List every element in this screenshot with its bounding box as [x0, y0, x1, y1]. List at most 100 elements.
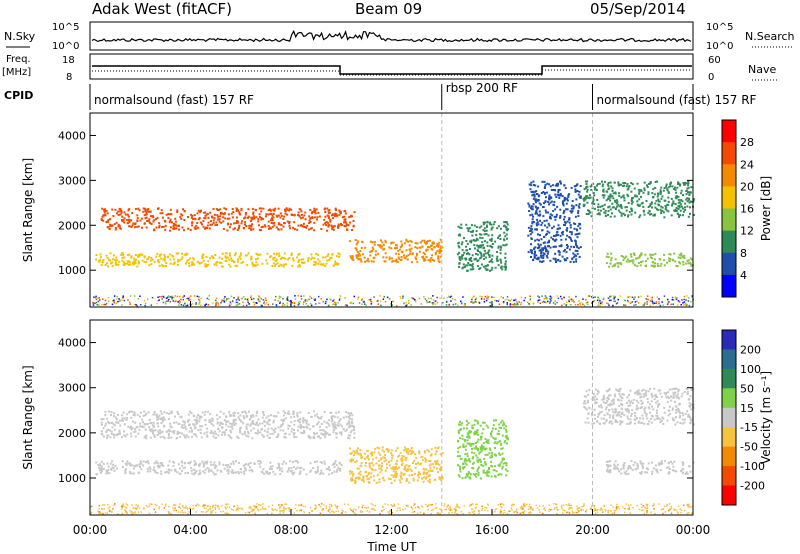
- nsky-trace: [91, 29, 692, 43]
- y-axis-label: Slant Range [km]: [21, 158, 35, 262]
- nave-tick-bottom: 0: [708, 72, 714, 83]
- freq-tick-top: 18: [62, 55, 75, 66]
- y-tick-label: 4000: [58, 129, 86, 142]
- y-axis-label: Slant Range [km]: [21, 365, 35, 469]
- colorbar-swatch: [722, 274, 736, 298]
- y-tick-label: 4000: [58, 337, 86, 350]
- y-tick-label: 3000: [58, 174, 86, 187]
- freq-panel: [89, 53, 694, 80]
- colorbar-tick-label: 100: [740, 363, 761, 376]
- beam-title: Beam 09: [355, 0, 422, 18]
- x-tick-label: 20:00: [575, 523, 610, 537]
- x-tick-label: 08:00: [274, 523, 309, 537]
- echo-region: [456, 220, 510, 272]
- y-tick-label: 2000: [58, 427, 86, 440]
- colorbar-tick-label: -200: [740, 480, 765, 493]
- nsky-tick-bottom: 10^0: [52, 41, 79, 52]
- colorbar-swatch: [722, 446, 736, 467]
- echo-region: [100, 410, 356, 440]
- colorbar-tick-label: -50: [740, 441, 758, 454]
- nave-trace: [92, 69, 692, 76]
- colorbar-label: Power [dB]: [759, 176, 773, 241]
- velocity-panel: 1000 2000 3000 4000 Slant Range [km] 00:00 04:…: [21, 319, 711, 537]
- colorbar-swatch: [722, 120, 736, 143]
- freq-unit: [MHz]: [2, 67, 31, 78]
- colorbar-tick-label: 20: [740, 180, 754, 193]
- colorbar-tick-label: 50: [740, 382, 754, 395]
- colorbar-tick-label: 28: [740, 136, 754, 149]
- colorbar-swatch: [722, 427, 736, 448]
- echo-region: [95, 252, 341, 268]
- nsearch-tick-top: 10^5: [706, 22, 733, 33]
- echo-region: [605, 252, 694, 268]
- nsky-label: N.Sky: [4, 30, 36, 43]
- power-colorbar: 4 8 12 16 20 24 28 Power [dB]: [721, 119, 773, 298]
- nave-tick-top: 60: [708, 55, 721, 66]
- echo-region: [349, 238, 444, 264]
- colorbar-swatch: [722, 252, 736, 276]
- nsearch-tick-bottom: 10^0: [706, 41, 733, 52]
- x-tick-label: 04:00: [173, 523, 208, 537]
- colorbar-frame: [721, 119, 737, 298]
- colorbar-tick-label: -100: [740, 460, 765, 473]
- cpid-segments: normalsound (fast) 157 RF rbsp 200 RF norm…: [94, 81, 757, 110]
- echo-region: [348, 446, 444, 484]
- colorbar-swatch: [722, 186, 736, 209]
- velocity-colorbar: 200 100 50 15 -15 -50 -100 -200 Velocity [m s⁻¹]: [721, 329, 773, 506]
- echo-region: [582, 180, 695, 219]
- colorbar-swatch: [722, 485, 736, 506]
- y-tick-label: 1000: [58, 264, 86, 277]
- cpid-segment-label: rbsp 200 RF: [446, 81, 518, 95]
- ground-scatter-band: [92, 295, 694, 307]
- colorbar-swatch: [722, 388, 736, 409]
- echo-region: [582, 387, 695, 426]
- colorbar-tick-label: 24: [740, 158, 754, 171]
- y-tick-label: 1000: [58, 472, 86, 485]
- cpid-segment-label: normalsound (fast) 157 RF: [597, 93, 757, 107]
- cpid-label: CPID: [4, 89, 33, 102]
- station-title: Adak West (fitACF): [92, 0, 232, 18]
- x-tick-label: 00:00: [676, 523, 711, 537]
- echo-region: [95, 460, 343, 476]
- nsky-panel: [89, 21, 694, 51]
- colorbar-swatch: [722, 349, 736, 370]
- echo-region: [100, 207, 356, 232]
- x-tick-label: 12:00: [374, 523, 409, 537]
- cpid-segment-label: normalsound (fast) 157 RF: [94, 93, 254, 107]
- freq-trace: [92, 65, 692, 75]
- echo-region: [605, 460, 695, 476]
- nsearch-label: N.Search: [745, 30, 795, 43]
- colorbar-frame: [721, 329, 737, 506]
- colorbar-swatch: [722, 407, 736, 428]
- colorbar-swatch: [722, 368, 736, 389]
- y-tick-label: 3000: [58, 382, 86, 395]
- colorbar-tick-label: 4: [740, 269, 747, 282]
- colorbar-tick-label: 15: [740, 402, 754, 415]
- colorbar-tick-label: 12: [740, 225, 754, 238]
- echo-region: [456, 419, 509, 480]
- colorbar-swatch: [722, 330, 736, 350]
- y-tick-label: 2000: [58, 219, 86, 232]
- power-panel: 1000 2000 3000 4000 Slant Range [km]: [21, 112, 695, 308]
- ground-scatter-band: [90, 503, 693, 515]
- nave-label: Nave: [748, 63, 776, 76]
- colorbar-swatch: [722, 230, 736, 254]
- colorbar-tick-label: 200: [740, 343, 761, 356]
- x-tick-label: 16:00: [475, 523, 510, 537]
- colorbar-swatch: [722, 466, 736, 487]
- freq-label: Freq.: [6, 54, 31, 65]
- colorbar-tick-label: 8: [740, 247, 747, 260]
- colorbar-tick-label: 16: [740, 203, 754, 216]
- x-axis-label: Time UT: [366, 540, 417, 554]
- plot-background: [90, 113, 693, 307]
- nsky-tick-top: 10^5: [52, 22, 79, 33]
- colorbar-swatch: [722, 142, 736, 165]
- colorbar-swatch: [722, 164, 736, 187]
- nsky-line: [91, 29, 692, 43]
- colorbar-tick-label: -15: [740, 421, 758, 434]
- colorbar-label: Velocity [m s⁻¹]: [759, 371, 773, 464]
- x-tick-label: 00:00: [73, 523, 108, 537]
- freq-tick-bottom: 8: [66, 72, 72, 83]
- date-title: 05/Sep/2014: [590, 0, 686, 18]
